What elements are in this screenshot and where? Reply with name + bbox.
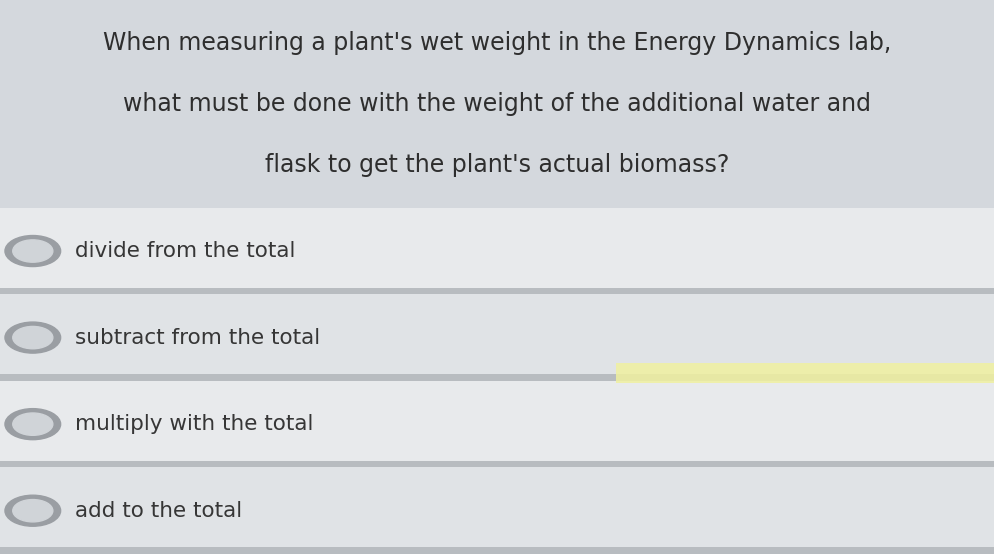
Circle shape — [13, 240, 53, 262]
Text: subtract from the total: subtract from the total — [75, 327, 320, 347]
FancyBboxPatch shape — [0, 547, 994, 554]
FancyBboxPatch shape — [0, 288, 994, 294]
Text: divide from the total: divide from the total — [75, 241, 295, 261]
Text: When measuring a plant's wet weight in the Energy Dynamics lab,: When measuring a plant's wet weight in t… — [102, 30, 892, 55]
FancyBboxPatch shape — [0, 0, 994, 208]
FancyBboxPatch shape — [0, 294, 994, 378]
Circle shape — [5, 409, 61, 440]
Circle shape — [13, 500, 53, 522]
Circle shape — [5, 235, 61, 266]
FancyBboxPatch shape — [0, 468, 994, 551]
Circle shape — [13, 326, 53, 349]
Circle shape — [5, 495, 61, 526]
FancyBboxPatch shape — [0, 208, 994, 291]
Text: flask to get the plant's actual biomass?: flask to get the plant's actual biomass? — [264, 153, 730, 177]
Text: add to the total: add to the total — [75, 501, 242, 521]
FancyBboxPatch shape — [616, 363, 994, 383]
FancyBboxPatch shape — [0, 461, 994, 468]
Circle shape — [5, 322, 61, 353]
Circle shape — [13, 413, 53, 435]
FancyBboxPatch shape — [0, 381, 994, 464]
Text: multiply with the total: multiply with the total — [75, 414, 313, 434]
Text: what must be done with the weight of the additional water and: what must be done with the weight of the… — [123, 92, 871, 116]
FancyBboxPatch shape — [0, 375, 994, 381]
